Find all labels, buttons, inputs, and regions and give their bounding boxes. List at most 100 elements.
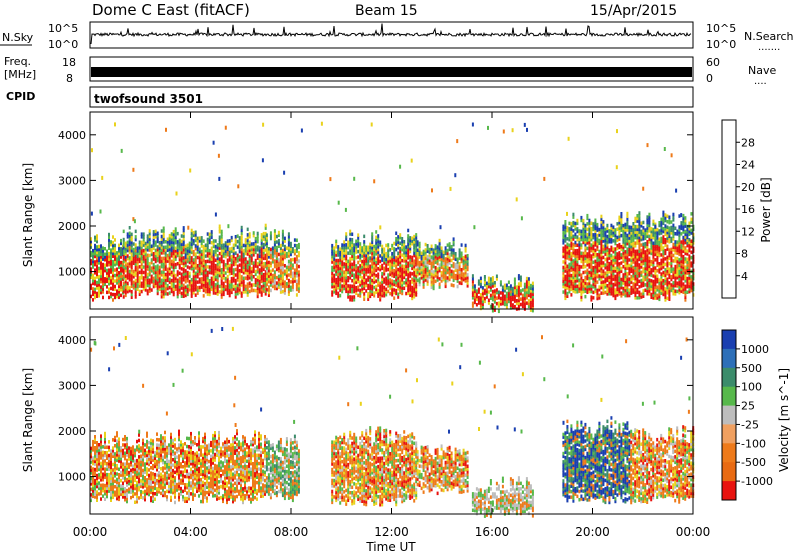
echo-cell: [634, 255, 637, 259]
echo-cell: [574, 290, 577, 294]
echo-cell: [212, 274, 215, 279]
echo-cell: [108, 246, 110, 250]
echo-cell: [648, 272, 651, 277]
echo-cell: [622, 226, 625, 231]
echo-cell: [156, 231, 159, 235]
echo-cell: [367, 253, 370, 258]
echo-cell: [658, 292, 661, 296]
echo-cell: [662, 216, 665, 220]
echo-cell: [690, 277, 693, 282]
echo-cell: [357, 279, 360, 284]
echo-cell: [279, 265, 282, 270]
echo-cell: [202, 258, 205, 262]
echo-cell: [377, 261, 380, 265]
echo-cell: [365, 248, 368, 252]
echo-cell: [576, 221, 579, 226]
echo-cell: [337, 261, 340, 265]
echo-cell: [269, 288, 272, 293]
echo-cell: [262, 256, 265, 261]
echo-cell: [393, 263, 396, 268]
echo-cell: [473, 292, 476, 296]
echo-cell: [602, 263, 605, 268]
echo-cell: [168, 255, 171, 260]
echo-cell: [658, 240, 661, 244]
echo-cell: [420, 254, 423, 258]
echo-cell: [620, 277, 623, 282]
echo-cell: [564, 291, 567, 295]
echo-cell: [256, 239, 259, 244]
echo-cell: [511, 303, 514, 307]
echo-cell: [345, 281, 348, 285]
echo-cell: [568, 270, 571, 275]
echo-cell: [622, 289, 625, 294]
echo-cell: [142, 284, 145, 288]
echo-cell: [144, 260, 147, 265]
echo-cell: [489, 296, 492, 300]
echo-cell: [491, 303, 494, 307]
echo-cell: [94, 262, 96, 267]
echo-cell: [632, 249, 635, 253]
echo-cell: [672, 248, 675, 252]
echo-cell: [598, 233, 601, 237]
echo-cell: [158, 287, 161, 291]
echo-cell: [600, 244, 603, 249]
echo-cell: [196, 272, 199, 276]
echo-cell: [640, 278, 643, 283]
echo-cell: [110, 248, 112, 252]
echo-cell: [608, 229, 611, 233]
echo-cell: [126, 289, 129, 294]
echo-cell: [648, 262, 651, 266]
echo-cell: [236, 259, 239, 263]
echo-cell: [411, 266, 414, 271]
echo-cell: [98, 250, 100, 254]
echo-cell: [238, 236, 241, 240]
echo-cell: [192, 271, 195, 276]
echo-cell: [192, 230, 195, 235]
echo-cell: [331, 290, 334, 294]
echo-cell: [118, 292, 120, 297]
echo-cell: [415, 235, 418, 240]
echo-cell: [564, 263, 567, 268]
echo-cell: [415, 293, 418, 297]
echo-cell: [660, 277, 663, 282]
echo-cell: [678, 288, 681, 292]
echo-cell: [281, 262, 284, 266]
echo-cell: [602, 228, 605, 232]
echo-cell: [489, 293, 492, 298]
echo-cell: [576, 273, 579, 278]
echo-cell: [381, 272, 384, 276]
echo-cell: [513, 288, 516, 292]
echo-cell: [624, 261, 627, 265]
echo-cell: [94, 260, 96, 264]
echo-cell: [434, 244, 437, 248]
echo-cell: [375, 252, 378, 256]
echo-cell: [572, 272, 575, 277]
echo-cell: [650, 279, 653, 283]
echo-cell: [297, 253, 300, 258]
echo-cell: [568, 227, 571, 231]
echo-cell: [401, 289, 404, 293]
echo-cell: [230, 287, 233, 292]
echo-cell: [178, 241, 181, 245]
echo-cell: [616, 293, 619, 297]
echo-cell: [602, 220, 605, 224]
echo-cell: [634, 233, 637, 237]
echo-cell: [359, 253, 362, 257]
echo-cell: [688, 281, 691, 286]
echo-cell: [240, 275, 243, 279]
echo-cell: [450, 283, 453, 287]
echo-cell: [339, 258, 342, 262]
echo-cell: [616, 276, 619, 281]
echo-cell: [596, 272, 599, 276]
echo-cell: [668, 218, 671, 222]
echo-cell: [252, 253, 255, 257]
echo-cell: [656, 274, 659, 278]
echo-cell: [198, 266, 201, 270]
echo-cell: [648, 264, 651, 269]
echo-cell: [192, 266, 195, 270]
echo-cell: [397, 240, 400, 245]
echo-cell: [174, 257, 177, 261]
echo-cell: [620, 285, 623, 290]
echo-cell: [218, 241, 221, 245]
echo-cell: [519, 278, 522, 282]
